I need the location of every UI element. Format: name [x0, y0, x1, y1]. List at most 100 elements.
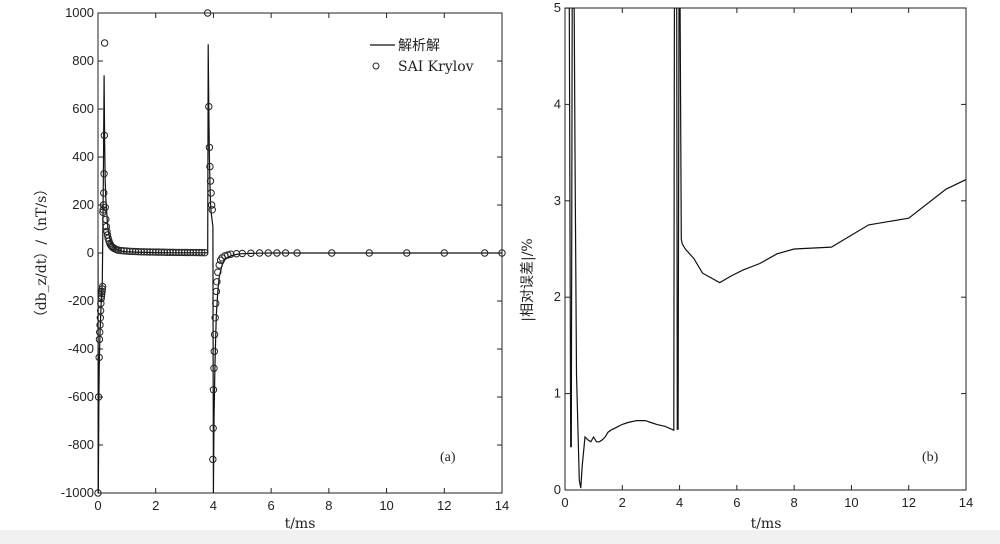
data-point-sai-krylov — [160, 248, 169, 256]
data-point-sai-krylov — [134, 247, 143, 256]
data-point-sai-krylov — [100, 131, 109, 140]
x-tick-label-a: 2 — [152, 498, 159, 513]
x-tick-label-a: 4 — [210, 498, 217, 513]
data-point-sai-krylov — [213, 278, 221, 286]
data-point-sai-krylov — [99, 201, 108, 209]
data-point-sai-krylov — [212, 299, 220, 308]
x-tick-label-b: 10 — [844, 495, 858, 510]
data-point-sai-krylov — [98, 287, 106, 296]
data-point-sai-krylov — [149, 248, 157, 256]
data-point-sai-krylov — [210, 330, 219, 339]
data-point-sai-krylov — [137, 248, 145, 256]
data-point-sai-krylov — [98, 285, 107, 293]
y-tick-label-a: 800 — [72, 53, 94, 68]
data-point-sai-krylov — [126, 247, 134, 256]
y-tick-label-a: -1000 — [61, 485, 94, 500]
data-point-sai-krylov — [403, 249, 411, 257]
data-point-sai-krylov — [107, 242, 116, 250]
data-point-sai-krylov — [440, 249, 448, 257]
data-layer-a — [94, 9, 506, 497]
y-tick-label-a: -400 — [68, 341, 94, 356]
data-point-sai-krylov — [209, 455, 217, 464]
x-tick-label-b: 6 — [733, 495, 740, 510]
data-point-sai-krylov — [98, 282, 107, 291]
y-axis-title-b: |相对误差|/% — [520, 238, 536, 321]
data-point-sai-krylov — [100, 39, 109, 47]
data-point-sai-krylov — [328, 249, 336, 257]
data-point-sai-krylov — [96, 306, 105, 315]
data-point-sai-krylov — [154, 248, 163, 256]
x-axis-title-b: t/ms — [751, 516, 782, 532]
x-tick-label-b: 0 — [561, 495, 568, 510]
plot-frame-b — [564, 7, 967, 491]
x-tick-label-b: 12 — [901, 495, 915, 510]
tick-layer-a: 0 2 4 6 8 10 12 14 -1000 -800 -600 -400 -200 0 200 400 6… — [61, 5, 509, 513]
data-point-sai-krylov — [166, 248, 174, 257]
data-point-sai-krylov — [238, 249, 246, 258]
bottom-band — [0, 530, 1000, 544]
series-line-relative-error — [565, 8, 966, 489]
data-point-sai-krylov — [232, 250, 241, 258]
data-point-sai-krylov — [206, 162, 214, 171]
y-tick-label-a: 200 — [72, 197, 94, 212]
data-point-sai-krylov — [172, 248, 180, 257]
x-tick-label-a: 14 — [495, 498, 509, 513]
data-point-sai-krylov — [143, 248, 151, 256]
legend-label-analytic: 解析解 — [398, 38, 440, 54]
data-point-sai-krylov — [207, 201, 216, 209]
y-tick-label-a: -200 — [68, 293, 94, 308]
data-point-sai-krylov — [114, 246, 122, 254]
data-point-sai-krylov — [186, 248, 195, 257]
data-point-sai-krylov — [209, 386, 218, 394]
data-point-sai-krylov — [100, 189, 108, 197]
data-point-sai-krylov — [214, 268, 222, 276]
data-point-sai-krylov — [104, 234, 112, 242]
data-layer-b — [565, 8, 966, 489]
data-point-sai-krylov — [208, 206, 216, 214]
data-point-sai-krylov — [97, 294, 105, 303]
y-tick-label-a: -600 — [68, 389, 94, 404]
data-point-sai-krylov — [203, 9, 212, 17]
data-point-sai-krylov — [195, 248, 203, 257]
data-point-sai-krylov — [152, 248, 160, 256]
data-point-sai-krylov — [96, 314, 105, 322]
y-tick-label-b: 0 — [554, 482, 561, 497]
y-tick-label-b: 5 — [554, 0, 561, 15]
data-point-sai-krylov — [206, 177, 215, 185]
data-point-sai-krylov — [189, 248, 197, 257]
y-tick-label-a: 0 — [87, 245, 94, 260]
series-line-analytic — [98, 44, 502, 493]
data-point-sai-krylov — [205, 143, 214, 152]
data-point-sai-krylov — [131, 247, 140, 256]
data-point-sai-krylov — [95, 335, 104, 344]
x-tick-label-b: 8 — [791, 495, 798, 510]
data-point-sai-krylov — [210, 347, 218, 356]
data-point-sai-krylov — [211, 314, 219, 322]
legend-label-sai-krylov: SAI Krylov — [398, 59, 474, 75]
data-point-sai-krylov — [117, 246, 125, 255]
y-tick-label-a: 1000 — [65, 5, 94, 20]
y-tick-label-a: -800 — [68, 437, 94, 452]
data-point-sai-krylov — [215, 261, 223, 269]
data-point-sai-krylov — [224, 251, 232, 259]
data-point-sai-krylov — [205, 102, 213, 111]
data-point-sai-krylov — [102, 215, 110, 224]
data-point-sai-krylov — [201, 248, 209, 257]
data-point-sai-krylov — [140, 248, 148, 256]
data-point-sai-krylov — [99, 206, 107, 214]
data-point-sai-krylov — [94, 393, 103, 401]
data-point-sai-krylov — [227, 250, 235, 258]
data-point-sai-krylov — [273, 249, 281, 257]
data-point-sai-krylov — [157, 248, 166, 256]
x-tick-label-a: 12 — [437, 498, 451, 513]
y-tick-label-b: 2 — [554, 289, 561, 304]
data-point-sai-krylov — [99, 208, 107, 216]
data-point-sai-krylov — [163, 248, 171, 256]
x-tick-label-b: 14 — [959, 495, 973, 510]
data-point-sai-krylov — [97, 299, 105, 308]
y-tick-label-b: 4 — [554, 96, 561, 111]
data-point-sai-krylov — [169, 248, 177, 257]
data-point-sai-krylov — [95, 353, 103, 362]
data-point-sai-krylov — [180, 248, 189, 257]
